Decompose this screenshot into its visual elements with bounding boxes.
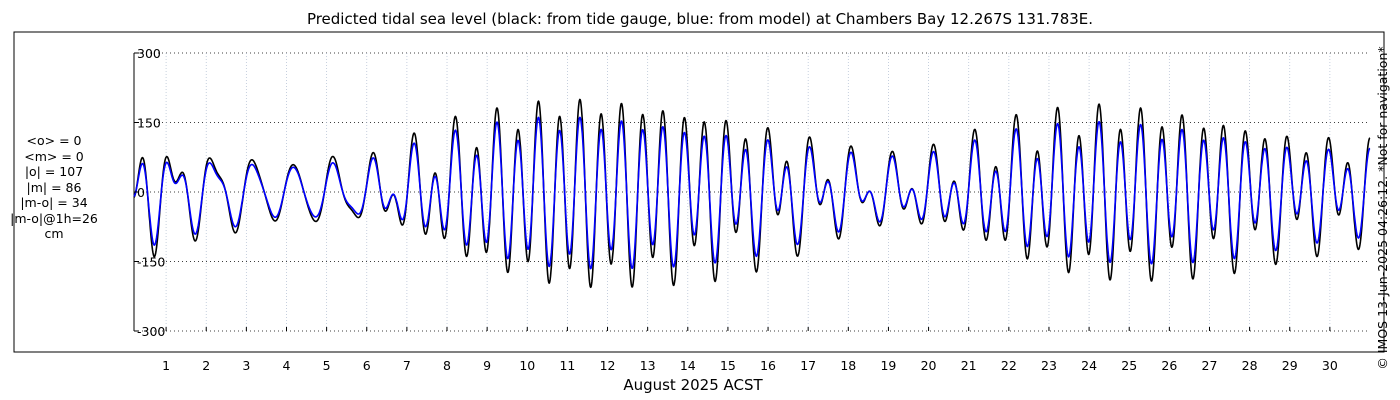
x-tick-label: 3 bbox=[242, 358, 250, 373]
x-tick-label: 20 bbox=[921, 358, 937, 373]
x-tick-label: 1 bbox=[162, 358, 170, 373]
x-tick-label: 7 bbox=[403, 358, 411, 373]
x-tick-label: 22 bbox=[1001, 358, 1017, 373]
y-tick-label: 300 bbox=[137, 46, 161, 61]
x-tick-label: 17 bbox=[800, 358, 816, 373]
x-tick-label: 11 bbox=[559, 358, 575, 373]
stat-abs-observed: |o| = 107 bbox=[24, 164, 84, 179]
x-axis-label: August 2025 ACST bbox=[623, 376, 763, 394]
x-tick-label: 6 bbox=[363, 358, 371, 373]
y-tick-label: -300 bbox=[137, 324, 165, 339]
x-tick-label: 16 bbox=[760, 358, 776, 373]
x-tick-label: 19 bbox=[880, 358, 896, 373]
y-tick-label: -150 bbox=[137, 255, 165, 270]
stat-abs-model: |m| = 86 bbox=[26, 179, 82, 195]
x-tick-label: 23 bbox=[1041, 358, 1057, 373]
x-tick-label: 21 bbox=[961, 358, 977, 373]
x-tick-label: 10 bbox=[519, 358, 535, 373]
chart-title: Predicted tidal sea level (black: from t… bbox=[306, 10, 1094, 28]
x-tick-label: 2 bbox=[202, 358, 210, 373]
x-tick-label: 26 bbox=[1161, 358, 1177, 373]
x-tick-label: 9 bbox=[483, 358, 491, 373]
series-layer bbox=[133, 98, 1371, 289]
stat-mean-model: <m> = 0 bbox=[24, 148, 84, 164]
stat-unit: cm bbox=[44, 226, 64, 241]
stat-mean-observed: <o> = 0 bbox=[26, 133, 82, 148]
credit-text: © IMOS 13-Jun-2025 04:26:12. *Not for na… bbox=[1375, 46, 1390, 370]
x-tick-label: 24 bbox=[1081, 358, 1097, 373]
series-line-model bbox=[133, 116, 1371, 270]
y-tick-label: 150 bbox=[137, 116, 161, 131]
x-tick-label: 5 bbox=[323, 358, 331, 373]
x-tick-label: 28 bbox=[1242, 358, 1258, 373]
x-tick-label: 30 bbox=[1322, 358, 1338, 373]
x-tick-label: 12 bbox=[600, 358, 616, 373]
x-tick-label: 25 bbox=[1121, 358, 1137, 373]
stat-abs-difference: |m-o| = 34 bbox=[20, 195, 88, 210]
x-tick-label: 4 bbox=[283, 358, 291, 373]
x-tick-label: 18 bbox=[840, 358, 856, 373]
x-tick-label: 15 bbox=[720, 358, 736, 373]
stat-abs-difference-1h: |m-o|@1h=26 bbox=[10, 210, 98, 226]
x-tick-label: 14 bbox=[680, 358, 696, 373]
grid-layer bbox=[134, 52, 1370, 332]
outer-frame bbox=[13, 31, 1385, 353]
y-tick-label: 0 bbox=[137, 185, 145, 200]
statistics-panel: <o> = 0 <m> = 0 |o| = 107 |m| = 86 |m-o|… bbox=[0, 133, 108, 242]
series-line-tide-gauge bbox=[133, 98, 1371, 289]
x-tick-label: 13 bbox=[640, 358, 656, 373]
x-tick-label: 27 bbox=[1202, 358, 1218, 373]
x-tick-label: 8 bbox=[443, 358, 451, 373]
x-tick-label: 29 bbox=[1282, 358, 1298, 373]
